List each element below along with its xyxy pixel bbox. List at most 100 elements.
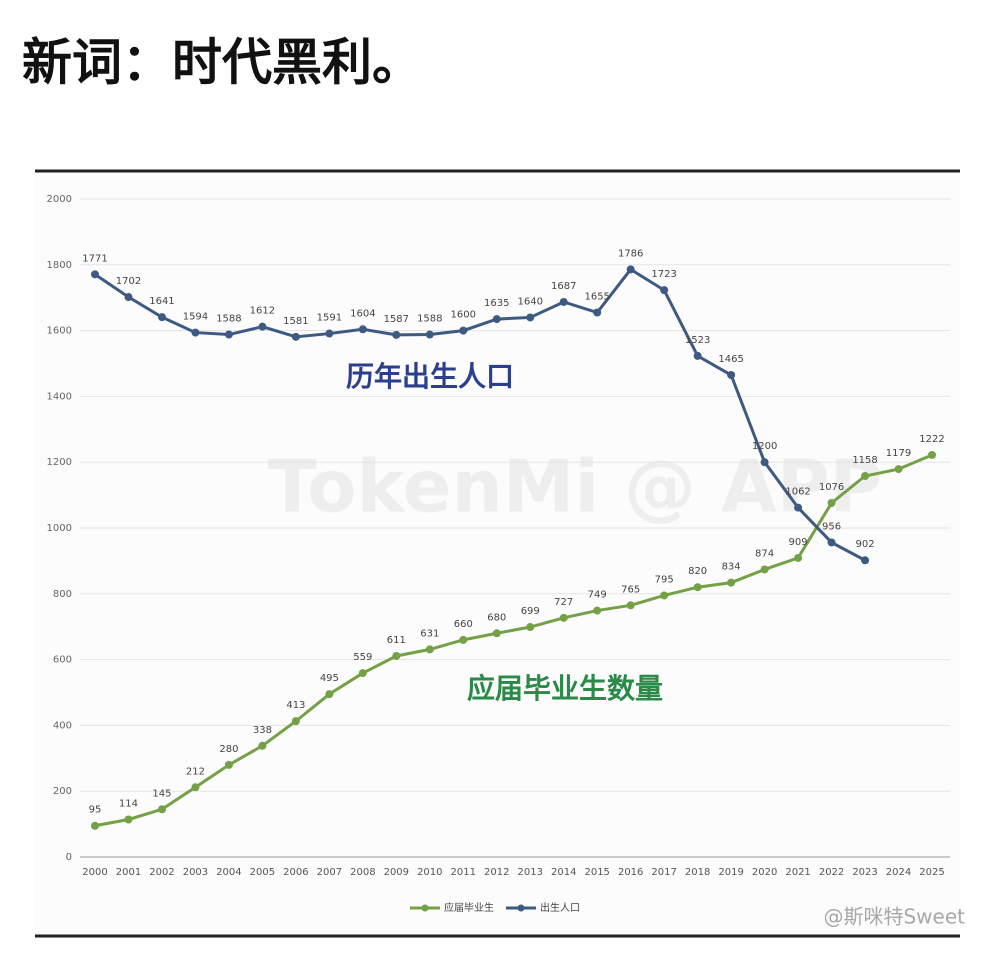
- point: [593, 308, 602, 317]
- data-label: 495: [320, 673, 339, 684]
- x-tick-label: 2014: [551, 867, 576, 878]
- point: [258, 322, 267, 331]
- data-label: 338: [253, 725, 272, 736]
- x-tick-label: 2018: [685, 867, 710, 878]
- y-tick-label: 1000: [47, 523, 72, 534]
- point: [526, 623, 535, 632]
- point: [224, 330, 233, 339]
- point: [91, 821, 99, 830]
- x-tick-label: 2021: [785, 867, 810, 878]
- x-tick-label: 2010: [417, 867, 442, 878]
- x-tick-label: 2011: [451, 867, 476, 878]
- point: [124, 815, 133, 824]
- data-label: 1581: [283, 316, 308, 327]
- data-label: 1635: [484, 298, 509, 309]
- y-tick-label: 600: [53, 655, 72, 666]
- x-tick-label: 2023: [852, 867, 877, 878]
- x-tick-label: 2025: [919, 867, 944, 878]
- data-label: 874: [755, 548, 774, 559]
- y-tick-label: 1800: [47, 260, 72, 271]
- data-label: 1179: [886, 448, 911, 459]
- point: [291, 332, 300, 341]
- point: [894, 465, 903, 474]
- x-tick-label: 2004: [216, 867, 241, 878]
- point: [191, 783, 200, 792]
- annotation: 应届毕业生数量: [467, 672, 663, 705]
- point: [559, 613, 568, 622]
- legend-marker: [421, 904, 429, 912]
- point: [258, 741, 267, 750]
- data-label: 1076: [819, 482, 844, 493]
- point: [325, 690, 334, 699]
- point: [928, 450, 936, 459]
- x-tick-label: 2006: [283, 867, 308, 878]
- data-label: 1612: [250, 306, 275, 317]
- data-label: 834: [722, 562, 741, 573]
- data-label: 699: [521, 606, 540, 617]
- data-label: 1786: [618, 248, 643, 259]
- x-tick-label: 2019: [718, 867, 743, 878]
- point: [157, 313, 166, 322]
- point: [760, 565, 769, 574]
- point: [626, 601, 635, 610]
- point: [626, 265, 635, 274]
- data-label: 1655: [584, 292, 609, 303]
- data-label: 1771: [82, 253, 107, 264]
- point: [827, 498, 836, 507]
- point: [191, 328, 200, 337]
- data-label: 1604: [350, 308, 375, 319]
- point: [861, 472, 870, 481]
- series-line: [94, 453, 933, 828]
- series-line: [94, 267, 866, 562]
- data-label: 820: [688, 566, 707, 577]
- y-tick-label: 1200: [47, 457, 72, 468]
- y-tick-label: 0: [66, 852, 72, 863]
- chart-frame: [35, 170, 960, 937]
- x-tick-label: 2020: [752, 867, 777, 878]
- data-label: 631: [420, 628, 439, 639]
- data-label: 1600: [451, 310, 476, 321]
- point: [794, 503, 803, 512]
- data-label: 1723: [651, 269, 676, 280]
- data-label: 1158: [852, 455, 877, 466]
- data-label: 559: [353, 652, 372, 663]
- data-label: 1591: [317, 313, 342, 324]
- data-label: 413: [286, 700, 305, 711]
- data-label: 145: [152, 788, 171, 799]
- point: [559, 297, 568, 306]
- post-title: 新词：时代黑利。: [22, 34, 422, 92]
- point: [492, 629, 501, 638]
- y-tick-label: 1400: [47, 391, 72, 402]
- point: [459, 326, 468, 335]
- x-tick-label: 2008: [350, 867, 375, 878]
- data-label: 660: [454, 619, 473, 630]
- point: [727, 578, 736, 587]
- data-label: 611: [387, 635, 406, 646]
- data-label: 1594: [183, 312, 208, 323]
- data-label: 1062: [785, 487, 810, 498]
- point: [660, 286, 669, 295]
- legend-marker: [517, 904, 525, 912]
- point: [425, 645, 434, 654]
- x-tick-label: 2009: [384, 867, 409, 878]
- watermark: TokenMi @ APP: [268, 445, 883, 529]
- data-label: 902: [855, 539, 874, 550]
- legend-label: 应届毕业生: [444, 901, 494, 914]
- x-tick-label: 2015: [584, 867, 609, 878]
- data-label: 1588: [216, 314, 241, 325]
- annotation: 历年出生人口: [346, 360, 514, 393]
- y-tick-label: 200: [53, 786, 72, 797]
- point: [224, 760, 233, 769]
- point: [392, 651, 401, 660]
- data-label: 680: [487, 612, 506, 623]
- legend-label: 出生人口: [540, 901, 580, 914]
- point: [425, 330, 434, 339]
- data-label: 280: [219, 744, 238, 755]
- y-tick-label: 400: [53, 720, 72, 731]
- data-label: 1641: [149, 296, 174, 307]
- watermark: @斯咪特Sweet: [823, 905, 965, 929]
- point: [861, 556, 870, 565]
- y-tick-label: 2000: [47, 194, 72, 205]
